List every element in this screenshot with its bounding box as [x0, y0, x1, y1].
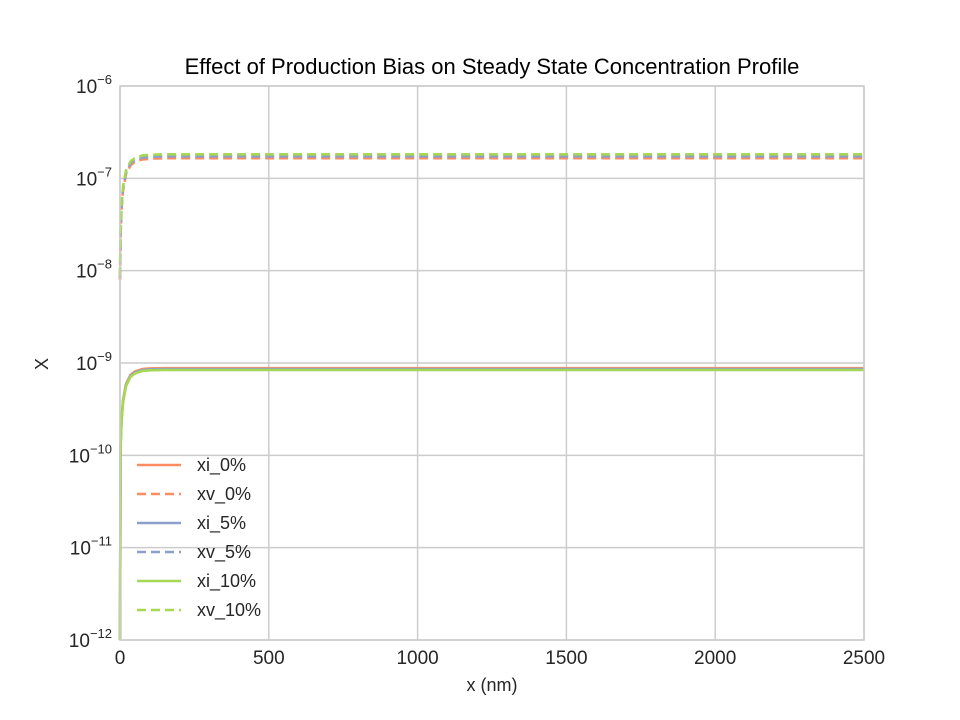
y-tick-exponent: −11 [91, 534, 112, 549]
y-tick-base: 10 [69, 631, 90, 652]
x-tick-label: 2500 [843, 648, 885, 669]
y-tick-base: 10 [76, 262, 97, 283]
y-tick-label: 10−6 [76, 72, 112, 98]
series-line-xv-10pct [118, 153, 864, 276]
series-line-xv-0pct [118, 156, 864, 280]
x-axis-ticks: 0 500 1000 1500 2000 2500 [115, 648, 885, 669]
legend-label: xi_10% [197, 571, 256, 592]
x-axis-label: x (nm) [467, 675, 518, 695]
y-tick-exponent: −12 [90, 626, 112, 641]
y-tick-base: 10 [70, 539, 91, 560]
x-tick-label: 1500 [545, 648, 587, 669]
legend: xi_0% xv_0% xi_5% xv_5% xi_10% xv_10% [137, 455, 261, 621]
y-tick-exponent: −8 [97, 257, 112, 272]
y-tick-exponent: −9 [97, 349, 112, 364]
chart-title: Effect of Production Bias on Steady Stat… [185, 54, 800, 79]
series-line-xi-10pct [118, 368, 864, 641]
legend-label: xv_10% [197, 600, 261, 621]
y-tick-label: 10−11 [70, 534, 112, 560]
y-tick-exponent: −6 [97, 72, 112, 87]
legend-label: xv_5% [197, 542, 251, 563]
y-axis-label: X [32, 358, 52, 370]
plot-frame [119, 85, 865, 641]
x-tick-label: 2000 [694, 648, 736, 669]
legend-label: xv_0% [197, 484, 251, 505]
x-tick-label: 500 [253, 648, 285, 669]
y-tick-label: 10−9 [76, 349, 112, 375]
legend-label: xi_5% [197, 513, 246, 534]
series-layer [118, 153, 864, 641]
y-tick-label: 10−8 [76, 257, 112, 283]
series-line-xv-5pct [118, 155, 864, 278]
x-tick-label: 1000 [396, 648, 438, 669]
x-tick-label: 0 [115, 648, 126, 669]
y-tick-exponent: −10 [90, 441, 112, 456]
y-tick-label: 10−10 [69, 441, 112, 467]
y-tick-base: 10 [76, 169, 97, 190]
y-tick-base: 10 [69, 446, 90, 467]
y-tick-exponent: −7 [97, 164, 112, 179]
y-tick-base: 10 [76, 354, 97, 375]
y-tick-label: 10−7 [76, 164, 112, 190]
y-tick-label: 10−12 [69, 626, 112, 652]
legend-label: xi_0% [197, 455, 246, 476]
y-tick-base: 10 [76, 77, 97, 98]
